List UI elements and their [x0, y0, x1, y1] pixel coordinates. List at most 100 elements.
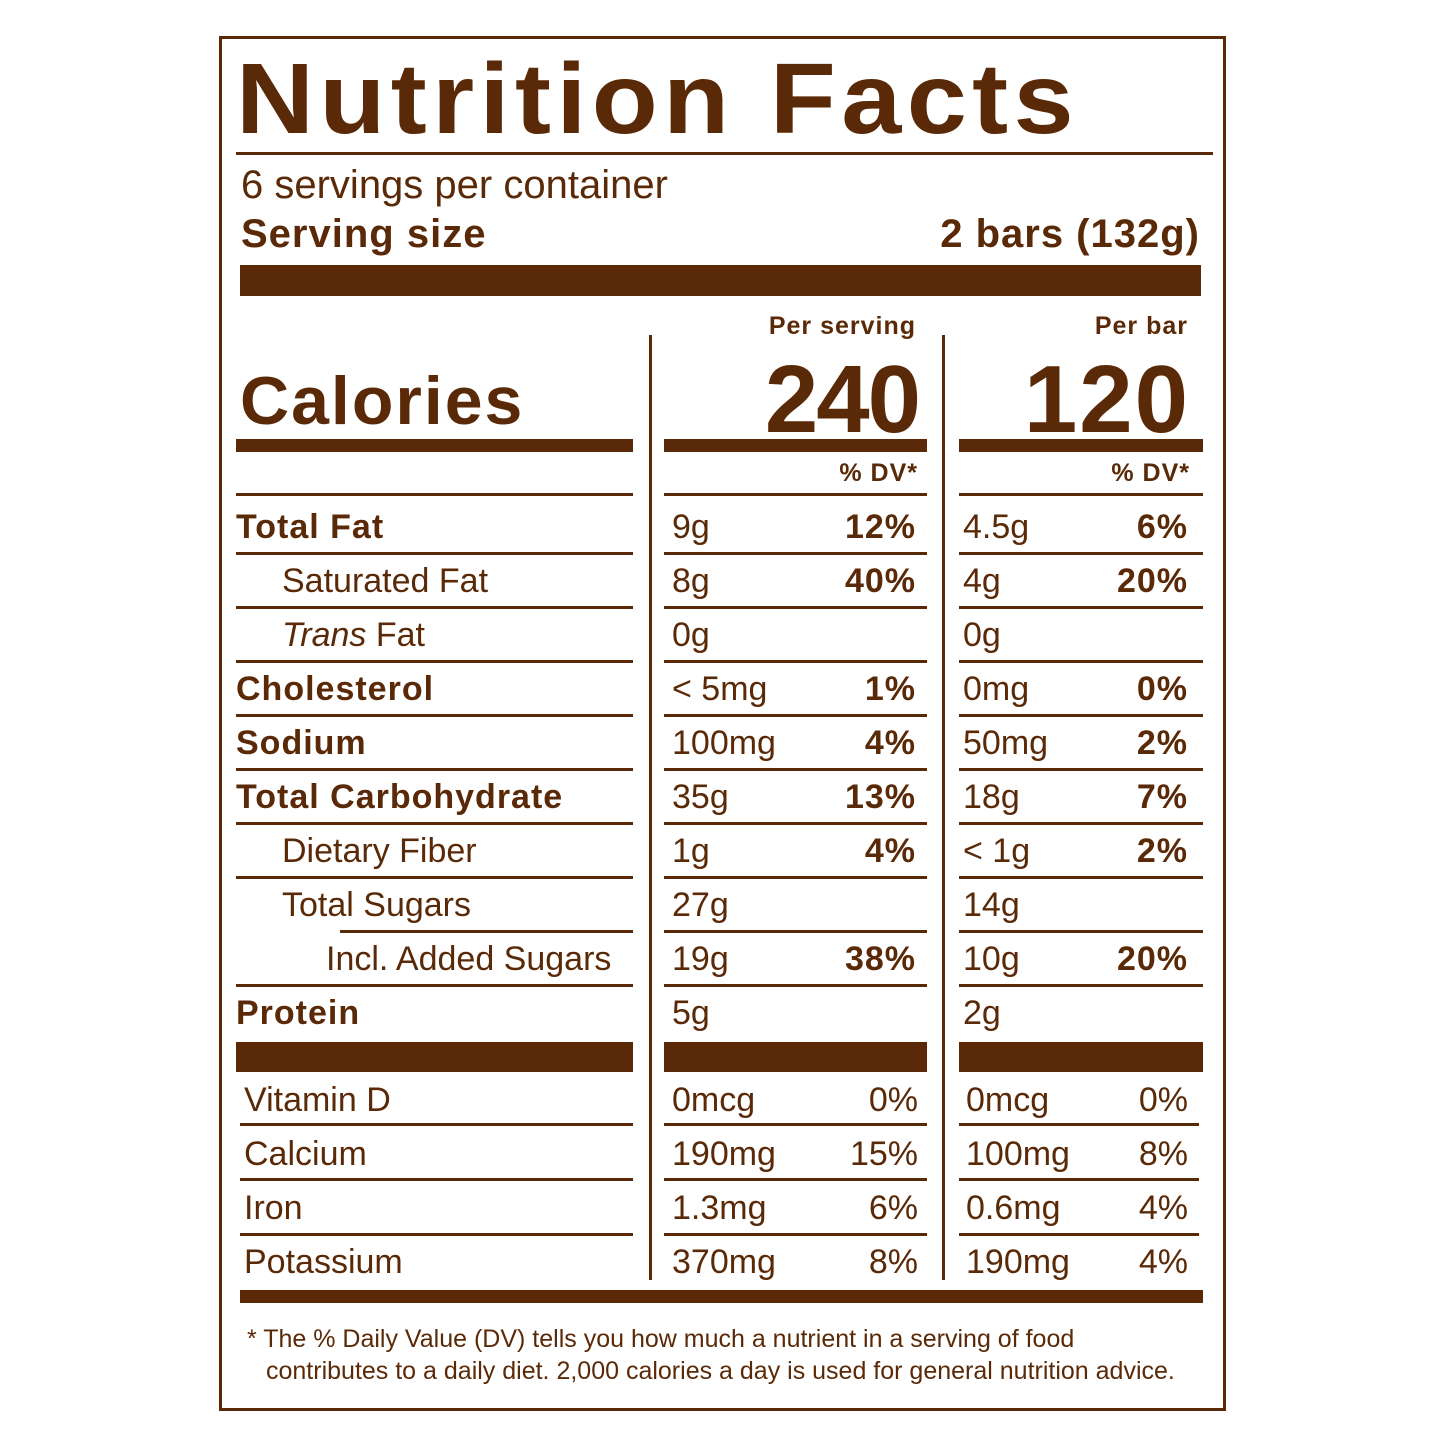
row-divider — [664, 984, 927, 987]
nutrient-amount: 0g — [672, 616, 710, 654]
label-border — [219, 36, 1226, 1411]
row-divider — [236, 768, 633, 771]
nutrient-dv: 6% — [1136, 508, 1188, 546]
vitamin-dv: 8% — [868, 1243, 918, 1281]
divider — [664, 493, 927, 496]
nutrient-amount: 1g — [672, 832, 710, 870]
row-divider — [236, 984, 633, 987]
per-serving-header: Per serving — [768, 312, 916, 340]
nutrient-dv: 7% — [1136, 778, 1188, 816]
row-divider — [664, 930, 927, 933]
row-divider — [959, 1178, 1199, 1181]
nutrient-amount: 0g — [963, 616, 1001, 654]
nutrient-name: Sodium — [236, 724, 367, 762]
vitamin-dv: 4% — [1138, 1243, 1188, 1281]
row-divider — [959, 876, 1203, 879]
divider — [959, 493, 1203, 496]
footnote-line-1: * The % Daily Value (DV) tells you how m… — [247, 1325, 1075, 1353]
nutrient-dv: 4% — [864, 832, 916, 870]
column-divider — [649, 335, 652, 1280]
vitamin-name: Vitamin D — [244, 1081, 391, 1119]
nutrient-amount: < 5mg — [672, 670, 768, 708]
row-divider — [959, 984, 1203, 987]
vitamin-dv: 8% — [1138, 1135, 1188, 1173]
nutrient-amount: 8g — [672, 562, 710, 600]
nutrient-amount: 18g — [963, 778, 1020, 816]
row-divider — [959, 660, 1203, 663]
nutrient-name: Total Carbohydrate — [236, 778, 564, 816]
nutrient-name: Total Fat — [236, 508, 385, 546]
vitamin-name: Iron — [244, 1189, 303, 1227]
row-divider — [664, 1123, 927, 1126]
nutrient-dv: 2% — [1136, 832, 1188, 870]
nutrient-amount: 100mg — [672, 724, 776, 762]
nutrient-amount: 27g — [672, 886, 729, 924]
serving-size-label: Serving size — [241, 212, 487, 256]
vitamin-dv: 15% — [849, 1135, 918, 1173]
nutrient-name: Total Sugars — [282, 886, 471, 924]
row-divider — [340, 930, 633, 933]
vitamin-amount: 0mcg — [966, 1081, 1050, 1119]
nutrient-amount: 50mg — [963, 724, 1049, 762]
calories-label: Calories — [240, 363, 525, 439]
nutrient-amount: 14g — [963, 886, 1020, 924]
row-divider — [959, 552, 1203, 555]
nutrient-amount: 4.5g — [963, 508, 1030, 546]
servings-per-container: 6 servings per container — [241, 163, 668, 207]
vitamin-amount: 0.6mg — [966, 1189, 1061, 1227]
nutrient-name: Dietary Fiber — [282, 832, 477, 870]
vitamin-amount: 1.3mg — [672, 1189, 767, 1227]
row-divider — [959, 768, 1203, 771]
nutrient-amount: < 1g — [963, 832, 1031, 870]
nutrient-dv: 40% — [844, 562, 916, 600]
row-divider — [664, 876, 927, 879]
nutrient-dv: 12% — [844, 508, 916, 546]
nutrient-name: Protein — [236, 994, 361, 1032]
calories-per-bar: 120 — [1023, 346, 1190, 453]
row-divider — [240, 1233, 633, 1236]
column-divider — [942, 335, 945, 1280]
row-divider — [959, 930, 1203, 933]
vitamin-amount: 0mcg — [672, 1081, 756, 1119]
vitamin-amount: 190mg — [966, 1243, 1070, 1281]
label-title: Nutrition Facts — [236, 43, 1080, 155]
nutrient-dv: 20% — [1116, 562, 1188, 600]
nutrient-dv: 20% — [1116, 940, 1188, 978]
thick-divider — [664, 1042, 927, 1072]
dv-header: % DV* — [839, 459, 918, 487]
nutrient-name: Incl. Added Sugars — [326, 940, 612, 978]
row-divider — [236, 822, 633, 825]
row-divider — [664, 606, 927, 609]
calories-bar — [664, 439, 927, 452]
thick-divider — [240, 265, 1201, 296]
nutrient-dv: 1% — [864, 670, 916, 708]
nutrient-name-italic: Trans — [282, 616, 367, 654]
row-divider — [236, 552, 633, 555]
row-divider — [664, 1233, 927, 1236]
nutrient-dv: 38% — [844, 940, 916, 978]
row-divider — [236, 660, 633, 663]
vitamin-amount: 100mg — [966, 1135, 1070, 1173]
nutrient-amount: 0mg — [963, 670, 1030, 708]
calories-per-serving: 240 — [764, 346, 921, 453]
nutrient-name: Trans Fat — [282, 615, 425, 655]
row-divider — [959, 822, 1203, 825]
per-bar-header: Per bar — [1094, 312, 1188, 340]
nutrient-dv: 13% — [844, 778, 916, 816]
row-divider — [236, 876, 633, 879]
row-divider — [959, 1233, 1199, 1236]
row-divider — [664, 822, 927, 825]
thick-divider — [236, 1042, 633, 1072]
vitamin-name: Calcium — [244, 1135, 367, 1173]
footnote-line-2: contributes to a daily diet. 2,000 calor… — [266, 1357, 1175, 1385]
calories-bar — [959, 439, 1203, 452]
nutrient-amount: 10g — [963, 940, 1020, 978]
row-divider — [959, 606, 1203, 609]
nutrient-dv: 4% — [864, 724, 916, 762]
row-divider — [236, 606, 633, 609]
serving-size-value: 2 bars (132g) — [940, 212, 1200, 256]
row-divider — [959, 1123, 1199, 1126]
vitamin-dv: 4% — [1138, 1189, 1188, 1227]
row-divider — [240, 1178, 633, 1181]
